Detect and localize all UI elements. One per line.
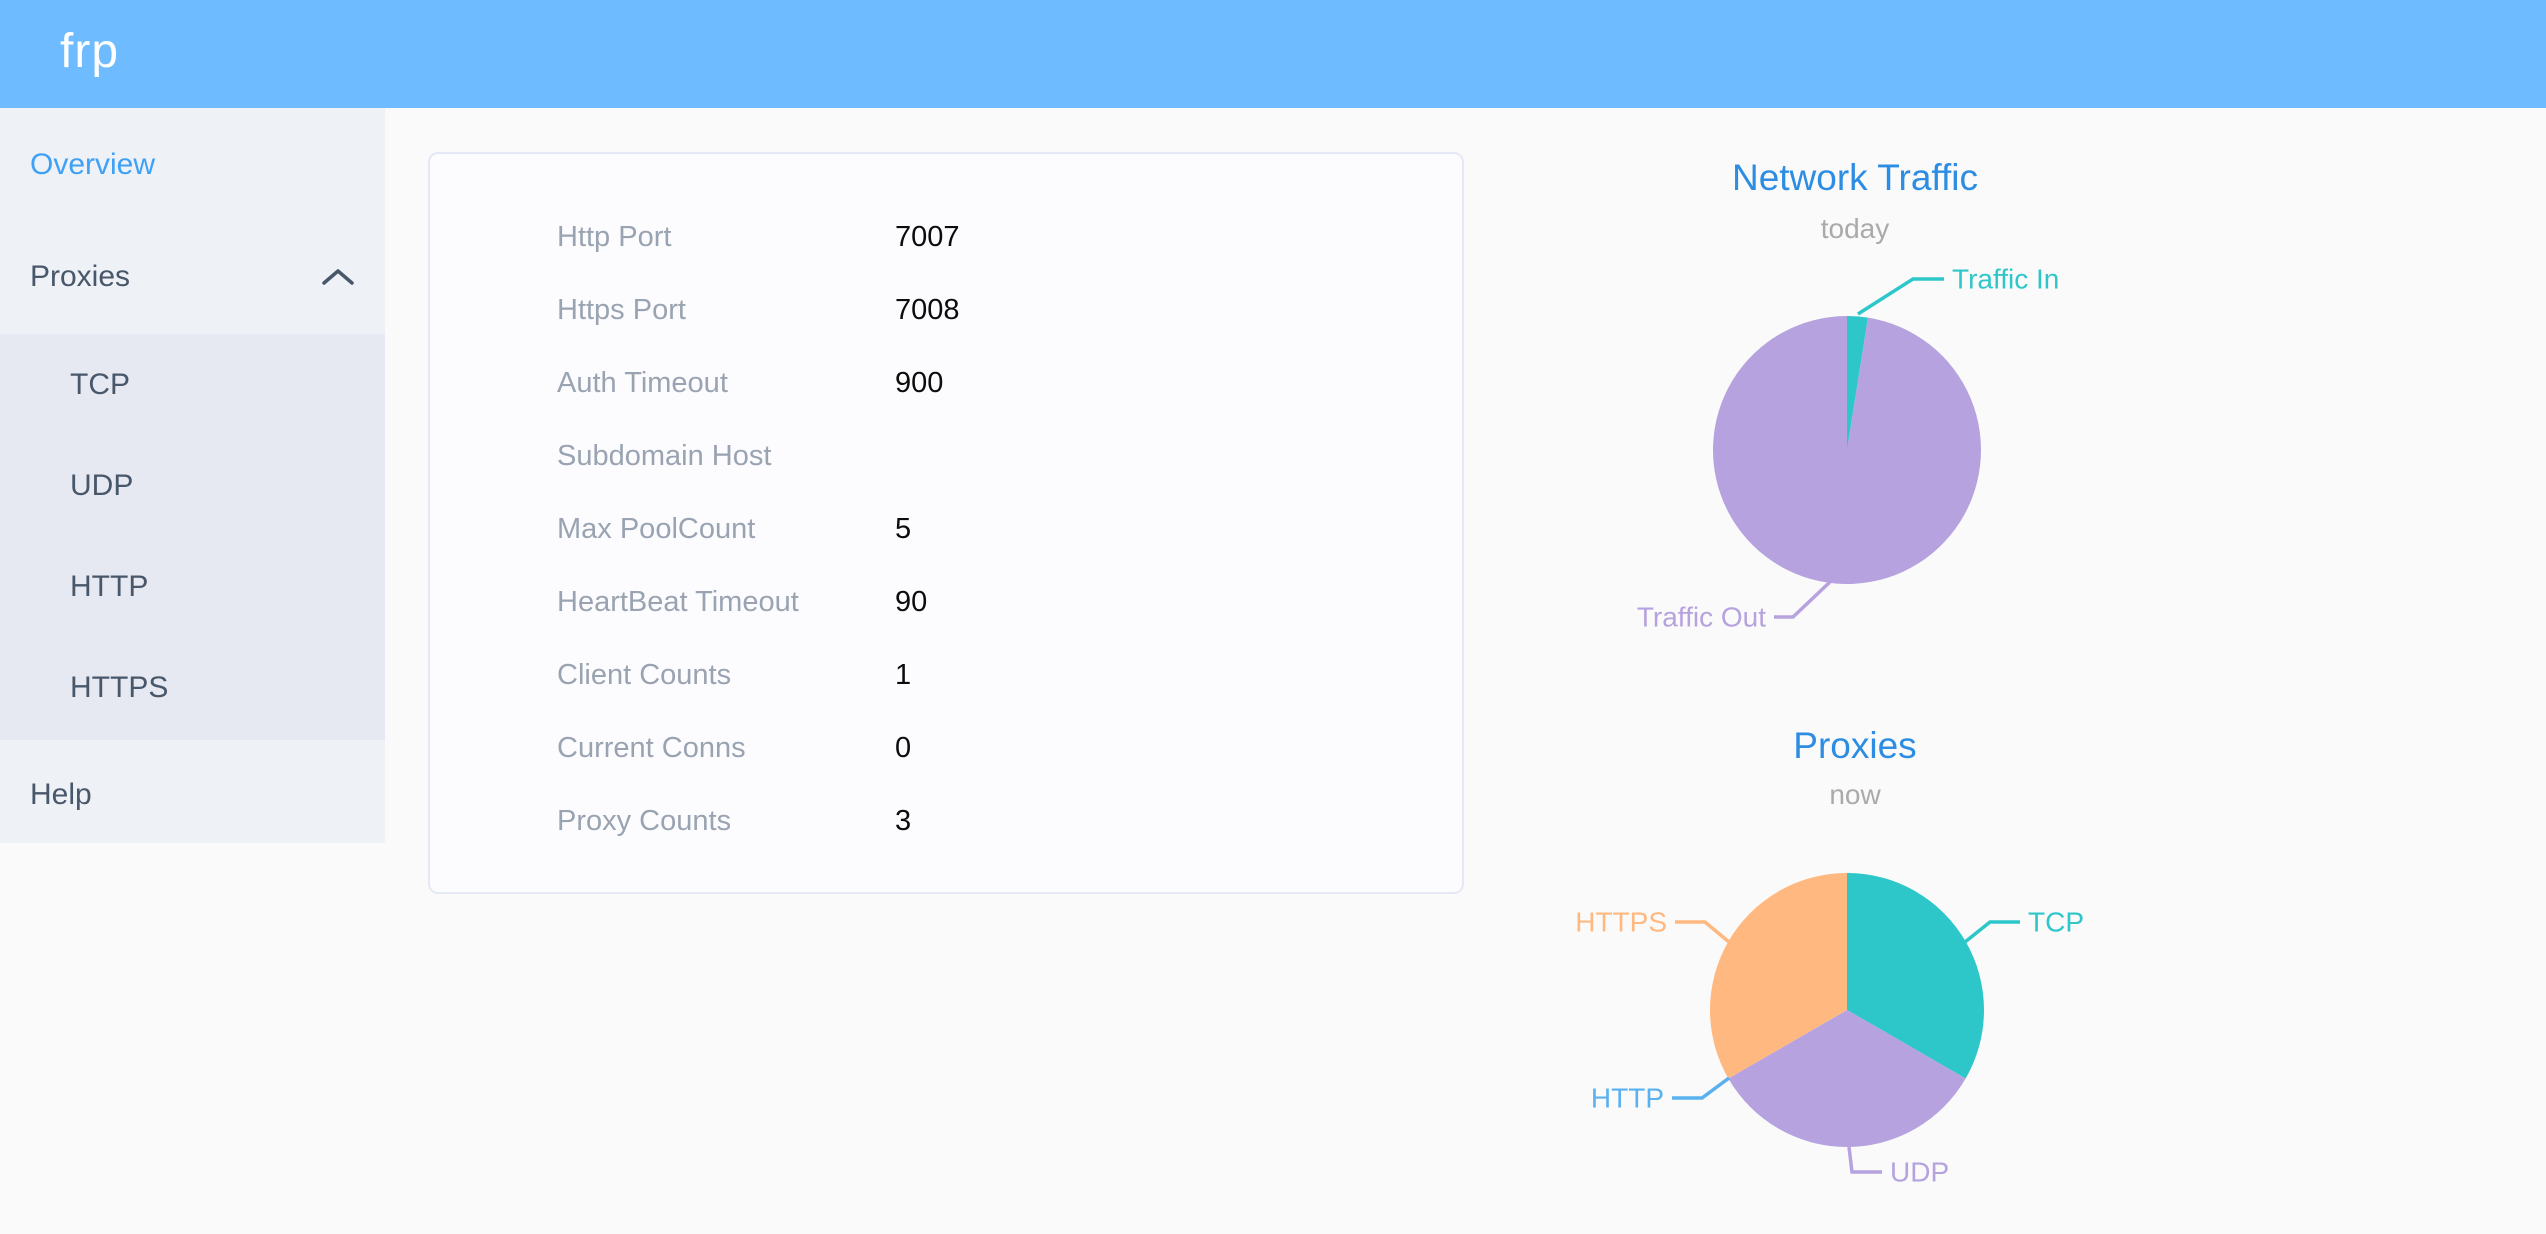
pie-label-https: HTTPS xyxy=(1575,907,1667,938)
info-label: Http Port xyxy=(557,221,672,253)
sidebar-item-tcp[interactable]: TCP xyxy=(70,368,130,401)
label-line-udp xyxy=(1847,1146,1882,1174)
table-row: Auth Timeout 900 xyxy=(430,347,1462,420)
info-label: Https Port xyxy=(557,294,686,326)
table-row: HeartBeat Timeout 90 xyxy=(430,566,1462,639)
pie-label-traffic-out: Traffic Out xyxy=(1637,602,1766,633)
pie-label-traffic-in: Traffic In xyxy=(1952,264,2059,295)
info-value: 7008 xyxy=(895,294,960,326)
table-row: Current Conns 0 xyxy=(430,712,1462,785)
pie-slice-traffic-in[interactable] xyxy=(1847,316,1868,450)
sidebar-item-https[interactable]: HTTPS xyxy=(70,671,169,704)
pie-label-http: HTTP xyxy=(1591,1083,1664,1114)
info-value: 900 xyxy=(895,367,944,399)
proxies-pie: TCP HTTPS HTTP UDP xyxy=(1575,873,2084,1188)
sidebar: Overview Proxies TCP UDP HTTP HTTPS Help xyxy=(0,108,385,843)
network-traffic-title: Network Traffic xyxy=(1731,157,1979,198)
pie-label-tcp: TCP xyxy=(2028,907,2084,938)
sidebar-item-http[interactable]: HTTP xyxy=(70,570,149,603)
label-line-http xyxy=(1672,1076,1731,1100)
label-line-traffic-in xyxy=(1857,277,1944,316)
proxies-title: Proxies xyxy=(1793,725,1917,766)
sidebar-item-proxies-label: Proxies xyxy=(30,260,131,293)
pie-label-udp: UDP xyxy=(1890,1157,1949,1188)
info-value: 5 xyxy=(895,513,912,545)
info-label: Proxy Counts xyxy=(557,805,732,837)
server-info-rows: Http Port 7007 Https Port 7008 Auth Time… xyxy=(430,154,1462,858)
sidebar-submenu: TCP UDP HTTP HTTPS xyxy=(0,334,385,740)
info-label: Max PoolCount xyxy=(557,513,756,545)
info-value: 90 xyxy=(895,586,928,618)
table-row: Proxy Counts 3 xyxy=(430,785,1462,858)
info-value: 0 xyxy=(895,732,912,764)
table-row: Https Port 7008 xyxy=(430,274,1462,347)
info-label: Auth Timeout xyxy=(557,367,728,399)
table-row: Subdomain Host xyxy=(430,420,1462,493)
sidebar-item-udp[interactable]: UDP xyxy=(70,469,134,502)
info-value: 1 xyxy=(895,659,912,691)
server-info-card: Http Port 7007 Https Port 7008 Auth Time… xyxy=(428,152,1464,894)
network-traffic-pie: Traffic In Traffic Out xyxy=(1637,264,2060,633)
info-label: Current Conns xyxy=(557,732,746,764)
network-traffic-subtitle: today xyxy=(1820,213,1890,244)
table-row: Max PoolCount 5 xyxy=(430,493,1462,566)
pie-slice-https[interactable] xyxy=(1709,873,1847,1079)
app-header: frp xyxy=(0,0,2546,108)
table-row: Http Port 7007 xyxy=(430,201,1462,274)
info-label: Client Counts xyxy=(557,659,732,691)
pie-slice-udp[interactable] xyxy=(1728,1010,1966,1148)
info-label: Subdomain Host xyxy=(557,440,772,472)
info-value: 3 xyxy=(895,805,912,837)
table-row: Client Counts 1 xyxy=(430,639,1462,712)
label-line-https xyxy=(1675,920,1731,944)
sidebar-item-proxies[interactable]: Proxies xyxy=(0,240,385,314)
sidebar-item-overview[interactable]: Overview xyxy=(30,148,156,181)
pie-slice-traffic-out[interactable] xyxy=(1712,316,1981,584)
info-label: HeartBeat Timeout xyxy=(557,586,799,618)
label-line-tcp xyxy=(1963,920,2020,944)
label-line-traffic-out xyxy=(1774,579,1833,619)
info-value: 7007 xyxy=(895,221,960,253)
sidebar-item-help[interactable]: Help xyxy=(30,778,92,811)
frp-logo: frp xyxy=(60,25,120,78)
pie-slice-tcp[interactable] xyxy=(1847,873,1985,1079)
proxies-subtitle: now xyxy=(1829,779,1881,810)
chevron-up-icon[interactable] xyxy=(320,267,356,287)
